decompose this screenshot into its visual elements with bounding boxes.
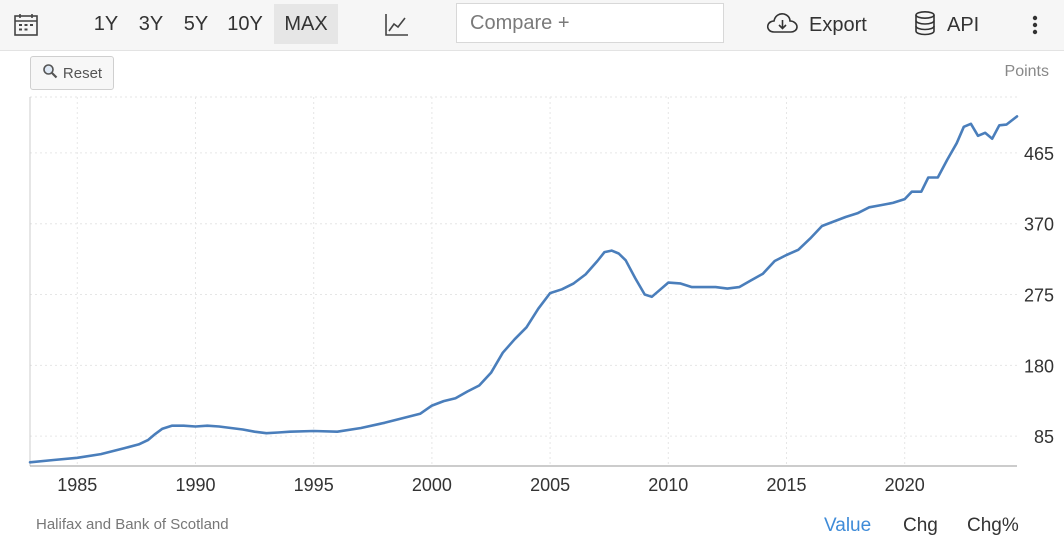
unit-label: Points — [1004, 63, 1049, 80]
x-tick-label: 2005 — [530, 475, 570, 495]
calendar-icon[interactable] — [13, 0, 39, 50]
magnifier-icon — [42, 63, 58, 83]
api-label: API — [947, 13, 980, 36]
x-tick-label: 2010 — [648, 475, 688, 495]
export-button[interactable]: Export — [766, 0, 867, 50]
range-1y-button[interactable]: 1Y — [93, 12, 119, 35]
range-5y-button[interactable]: 5Y — [183, 12, 209, 35]
api-button[interactable]: API — [914, 0, 979, 50]
y-tick-label: 85 — [1034, 427, 1054, 447]
x-tick-label: 2015 — [766, 475, 806, 495]
x-tick-label: 1985 — [57, 475, 97, 495]
compare-input[interactable] — [456, 3, 724, 43]
source-label: Halifax and Bank of Scotland — [36, 516, 229, 533]
series-line — [28, 115, 1019, 464]
more-menu-icon[interactable] — [1031, 0, 1039, 50]
range-10y-button[interactable]: 10Y — [227, 12, 263, 35]
reset-label: Reset — [62, 64, 103, 82]
y-tick-label: 275 — [1024, 286, 1054, 306]
cloud-download-icon — [766, 11, 799, 40]
x-tick-label: 1990 — [175, 475, 215, 495]
database-icon — [914, 10, 936, 41]
y-tick-label: 180 — [1024, 356, 1054, 376]
mode-chg-button[interactable]: Chg — [903, 515, 938, 536]
mode-chg-percent-button[interactable]: Chg% — [967, 515, 1019, 536]
y-tick-label: 465 — [1024, 144, 1054, 164]
y-tick-label: 370 — [1024, 215, 1054, 235]
range-3y-button[interactable]: 3Y — [138, 12, 164, 35]
chart-type-icon[interactable] — [383, 0, 409, 50]
range-max-button[interactable]: MAX — [274, 4, 338, 44]
line-chart: 1985 1990 1995 2000 2005 2010 2015 2020 85 180 275… — [28, 96, 1054, 495]
reset-zoom-button[interactable]: Reset — [30, 56, 114, 90]
toolbar: 1Y 3Y 5Y 10Y MAX Export API — [0, 0, 1064, 51]
mode-value-button[interactable]: Value — [824, 515, 872, 536]
x-tick-label: 1995 — [294, 475, 334, 495]
x-tick-label: 2020 — [885, 475, 925, 495]
x-tick-label: 2000 — [412, 475, 452, 495]
export-label: Export — [809, 13, 867, 36]
